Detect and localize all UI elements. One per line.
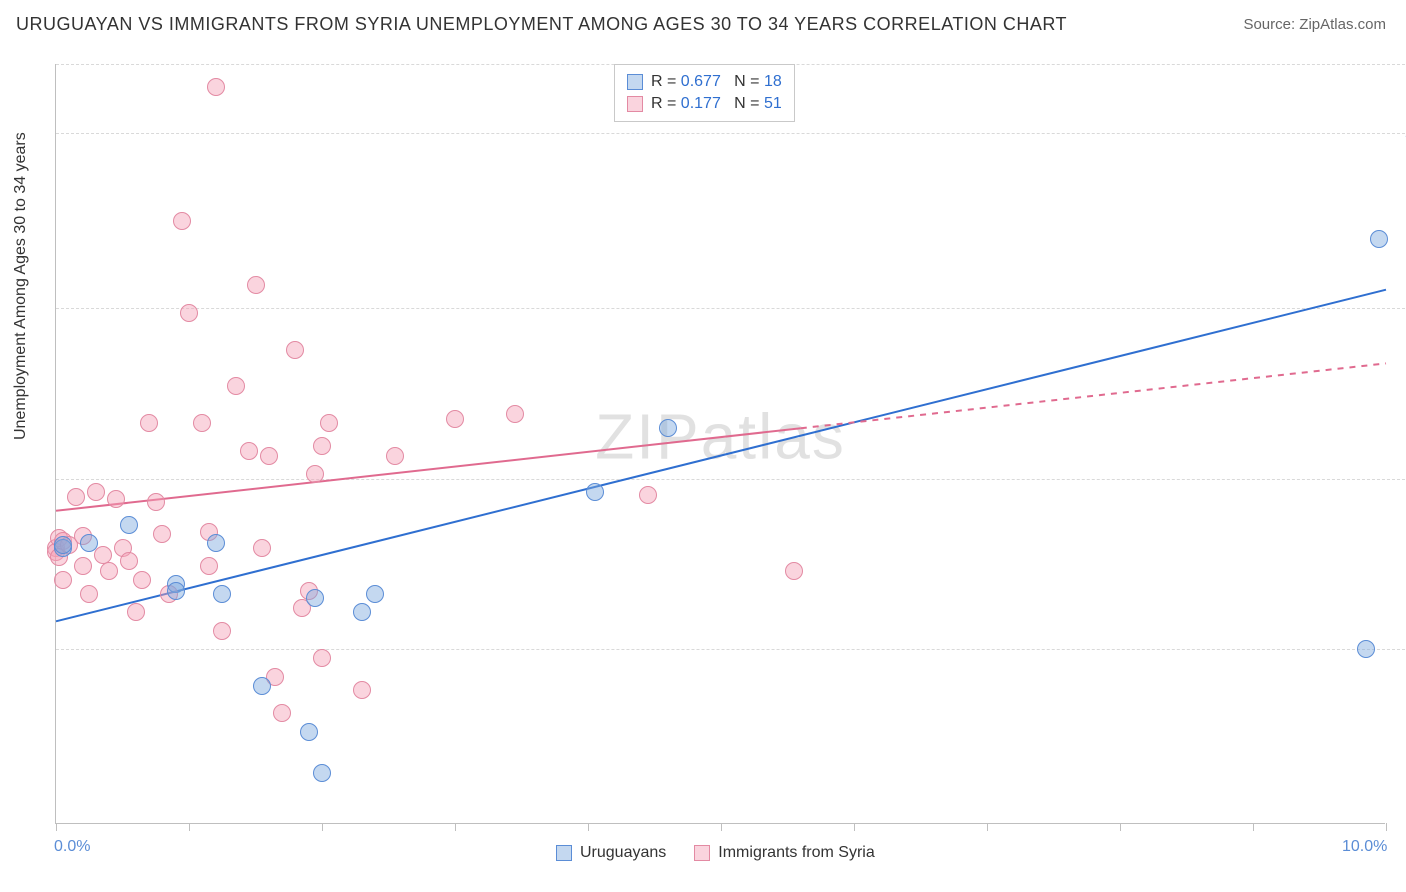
data-point-syria	[120, 552, 138, 570]
data-point-syria	[353, 681, 371, 699]
data-point-uruguayans	[120, 516, 138, 534]
data-point-syria	[180, 304, 198, 322]
data-point-syria	[87, 483, 105, 501]
y-tick-label: 15.0%	[1390, 124, 1406, 142]
data-point-syria	[213, 622, 231, 640]
y-tick-label: 3.8%	[1390, 640, 1406, 658]
data-point-syria	[639, 486, 657, 504]
x-tick	[322, 823, 323, 831]
data-point-uruguayans	[54, 536, 72, 554]
data-point-syria	[147, 493, 165, 511]
data-point-uruguayans	[207, 534, 225, 552]
data-point-syria	[446, 410, 464, 428]
data-point-syria	[127, 603, 145, 621]
legend-swatch	[627, 74, 643, 90]
series-legend-item: Uruguayans	[556, 844, 666, 862]
x-tick	[987, 823, 988, 831]
data-point-syria	[200, 557, 218, 575]
correlation-legend-row: R = 0.177 N = 51	[627, 93, 782, 115]
legend-stats: R = 0.177 N = 51	[651, 93, 782, 115]
source-label: Source: ZipAtlas.com	[1243, 16, 1386, 33]
x-tick	[189, 823, 190, 831]
data-point-uruguayans	[366, 585, 384, 603]
data-point-syria	[74, 557, 92, 575]
legend-stats: R = 0.677 N = 18	[651, 71, 782, 93]
gridline	[56, 133, 1405, 134]
data-point-uruguayans	[313, 764, 331, 782]
legend-swatch	[694, 845, 710, 861]
x-tick	[56, 823, 57, 831]
series-legend: Uruguayans Immigrants from Syria	[556, 844, 875, 862]
y-tick-label: 11.2%	[1390, 299, 1406, 317]
data-point-syria	[173, 212, 191, 230]
data-point-syria	[320, 414, 338, 432]
data-point-uruguayans	[586, 483, 604, 501]
data-point-syria	[67, 488, 85, 506]
x-tick	[1253, 823, 1254, 831]
data-point-syria	[286, 341, 304, 359]
x-tick	[455, 823, 456, 831]
watermark: ZIPatlas	[595, 399, 846, 473]
x-tick-label: 0.0%	[54, 838, 90, 856]
data-point-syria	[193, 414, 211, 432]
x-tick	[721, 823, 722, 831]
data-point-syria	[506, 405, 524, 423]
data-point-syria	[247, 276, 265, 294]
data-point-uruguayans	[659, 419, 677, 437]
data-point-syria	[386, 447, 404, 465]
chart-title: URUGUAYAN VS IMMIGRANTS FROM SYRIA UNEMP…	[16, 14, 1067, 35]
legend-swatch	[627, 96, 643, 112]
data-point-syria	[785, 562, 803, 580]
y-axis-title: Unemployment Among Ages 30 to 34 years	[12, 132, 30, 440]
data-point-uruguayans	[253, 677, 271, 695]
data-point-syria	[80, 585, 98, 603]
x-tick	[854, 823, 855, 831]
x-tick	[1120, 823, 1121, 831]
data-point-uruguayans	[213, 585, 231, 603]
series-legend-item: Immigrants from Syria	[694, 844, 874, 862]
data-point-uruguayans	[353, 603, 371, 621]
data-point-syria	[107, 490, 125, 508]
plot-area: ZIPatlas 3.8%7.5%11.2%15.0%0.0%10.0%R = …	[55, 64, 1385, 824]
data-point-syria	[133, 571, 151, 589]
data-point-uruguayans	[1357, 640, 1375, 658]
data-point-syria	[260, 447, 278, 465]
data-point-syria	[140, 414, 158, 432]
gridline	[56, 308, 1405, 309]
x-tick	[588, 823, 589, 831]
data-point-syria	[240, 442, 258, 460]
gridline	[56, 479, 1405, 480]
x-tick-label: 10.0%	[1342, 838, 1387, 856]
data-point-syria	[153, 525, 171, 543]
y-tick-label: 7.5%	[1390, 470, 1406, 488]
data-point-syria	[100, 562, 118, 580]
data-point-uruguayans	[1370, 230, 1388, 248]
legend-swatch	[556, 845, 572, 861]
series-legend-label: Uruguayans	[580, 844, 666, 862]
data-point-syria	[253, 539, 271, 557]
data-point-uruguayans	[167, 582, 185, 600]
data-point-syria	[306, 465, 324, 483]
gridline	[56, 649, 1405, 650]
data-point-syria	[207, 78, 225, 96]
series-legend-label: Immigrants from Syria	[718, 844, 874, 862]
correlation-legend: R = 0.677 N = 18R = 0.177 N = 51	[614, 64, 795, 122]
data-point-syria	[54, 571, 72, 589]
x-tick	[1386, 823, 1387, 831]
data-point-syria	[313, 437, 331, 455]
correlation-legend-row: R = 0.677 N = 18	[627, 71, 782, 93]
data-point-syria	[227, 377, 245, 395]
data-point-uruguayans	[300, 723, 318, 741]
data-point-uruguayans	[306, 589, 324, 607]
data-point-syria	[313, 649, 331, 667]
data-point-uruguayans	[80, 534, 98, 552]
data-point-syria	[273, 704, 291, 722]
